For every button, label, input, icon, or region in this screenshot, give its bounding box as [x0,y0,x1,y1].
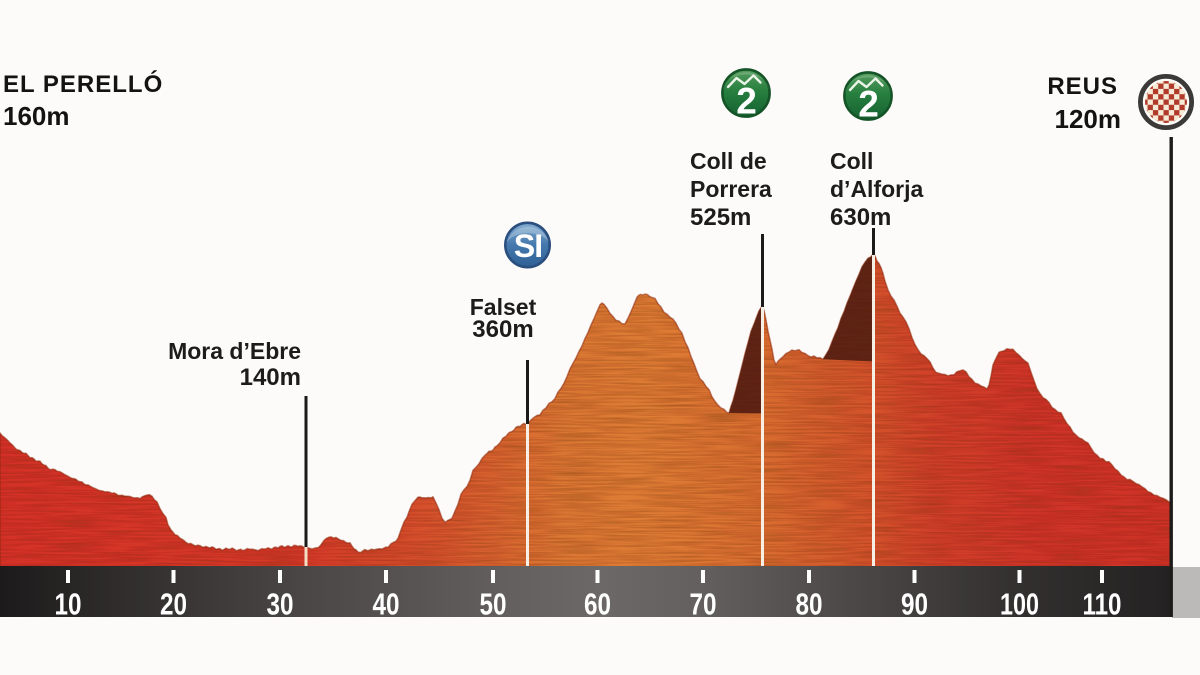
svg-text:50: 50 [480,587,507,622]
svg-text:40: 40 [373,587,400,622]
svg-text:2: 2 [736,81,757,122]
svg-text:90: 90 [901,587,928,622]
svg-text:80: 80 [796,587,823,622]
svg-text:2: 2 [858,84,879,125]
svg-text:SI: SI [514,228,542,264]
svg-text:110: 110 [1083,587,1122,622]
svg-text:30: 30 [267,587,294,622]
svg-text:20: 20 [160,587,187,622]
svg-text:60: 60 [584,587,611,622]
svg-text:70: 70 [690,587,717,622]
svg-text:100: 100 [1000,587,1039,622]
svg-text:10: 10 [55,587,82,622]
